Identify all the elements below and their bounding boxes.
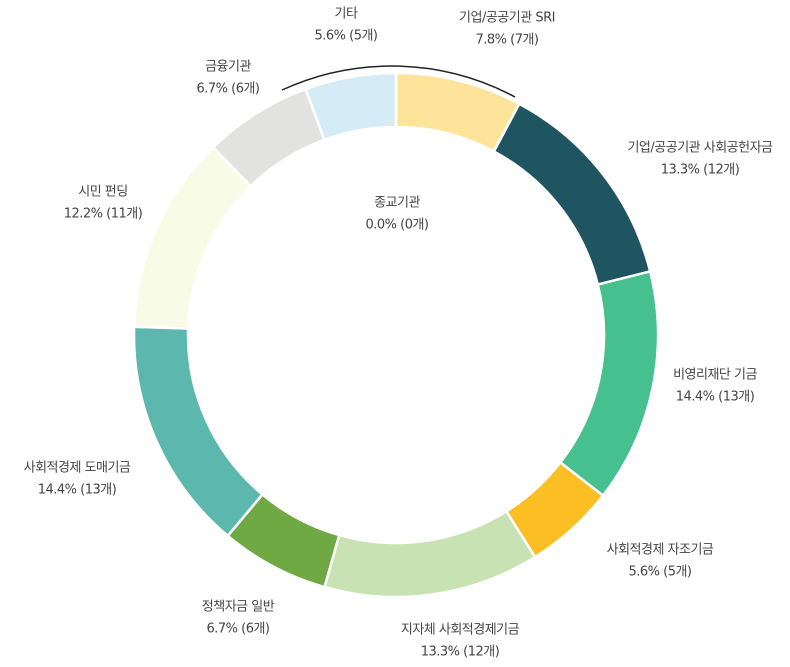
slice-label: 지자체 사회적경제기금 <box>401 623 520 638</box>
donut-segment <box>492 102 652 287</box>
slice-label: 기타 <box>335 7 358 22</box>
value-label: 6.7% (6개) <box>206 622 269 637</box>
value-label: 6.7% (6개) <box>196 82 259 97</box>
slice-label: 사회적경제 자조기금 <box>607 543 714 558</box>
donut-segment <box>132 325 265 538</box>
slice-label: 기업/공공기관 SRI <box>459 11 555 26</box>
value-label: 5.6% (5개) <box>314 29 377 44</box>
value-label: 14.4% (13개) <box>38 483 117 498</box>
slice-label: 기업/공공기관 사회공헌자금 <box>627 141 773 156</box>
value-label: 13.3% (12개) <box>421 645 500 660</box>
donut-segment <box>304 71 398 142</box>
donut-segment <box>322 509 537 599</box>
slice-label: 종교기관 <box>374 196 420 211</box>
slice-label: 사회적경제 도매기금 <box>24 461 131 476</box>
slice-label: 정책자금 일반 <box>202 600 275 615</box>
value-label: 0.0% (0개) <box>365 218 428 233</box>
slice-label: 비영리재단 기금 <box>673 368 757 383</box>
donut-segment <box>132 145 253 330</box>
value-label: 5.6% (5개) <box>628 565 691 580</box>
value-label: 13.3% (12개) <box>661 163 740 178</box>
donut-segment <box>558 269 660 498</box>
outline-arc <box>281 65 516 98</box>
value-label: 7.8% (7개) <box>475 33 538 48</box>
slice-label: 시민 펀딩 <box>78 185 127 200</box>
value-label: 14.4% (13개) <box>676 390 755 405</box>
value-label: 12.2% (11개) <box>64 207 143 222</box>
slice-label: 금융기관 <box>205 60 251 75</box>
